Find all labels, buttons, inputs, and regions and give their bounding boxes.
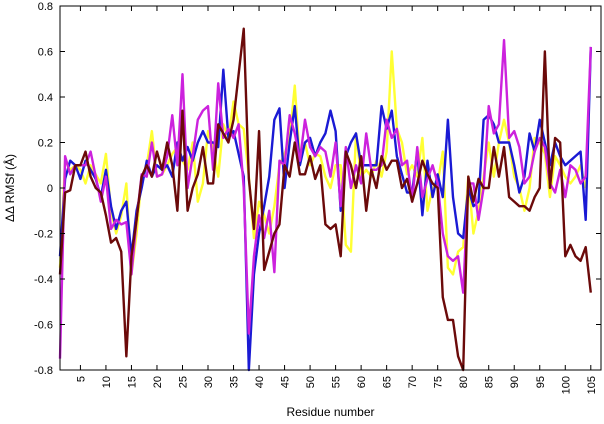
x-tick-label: 60 xyxy=(356,376,368,388)
x-tick-label: 35 xyxy=(229,376,241,388)
x-tick-label: 80 xyxy=(458,376,470,388)
ticks-layer: -0.8 -0.6 -0.4 -0.2 0 0.2 0.4 0.6 0.8 5 10 15 20 25 30… xyxy=(34,1,601,394)
y-tick-label: -0.2 xyxy=(34,229,53,241)
x-tick-label: 10 xyxy=(101,376,113,388)
y-axis-title: ΔΔ RMSf (Å) xyxy=(2,154,17,222)
x-tick-label: 50 xyxy=(305,376,317,388)
y-tick-label: 0.2 xyxy=(38,138,53,150)
series-layer xyxy=(58,27,592,372)
y-tick-label: 0.4 xyxy=(38,92,53,104)
series-line-1 xyxy=(58,50,587,276)
x-tick-label: 40 xyxy=(254,376,266,388)
y-tick-label: 0.8 xyxy=(38,1,53,13)
x-tick-label: 25 xyxy=(177,376,189,388)
x-tick-label: 65 xyxy=(382,376,394,388)
y-tick-label: 0 xyxy=(47,183,53,195)
x-axis-title: Residue number xyxy=(286,405,374,419)
x-tick-label: 90 xyxy=(509,376,521,388)
x-tick-label: 85 xyxy=(484,376,496,388)
y-tick-label: -0.6 xyxy=(34,320,53,332)
series-line-4 xyxy=(58,27,592,372)
x-tick-label: 5 xyxy=(75,376,87,382)
x-tick-label: 70 xyxy=(407,376,419,388)
x-tick-label: 55 xyxy=(331,376,343,388)
y-tick-label: -0.4 xyxy=(34,274,53,286)
x-tick-label: 20 xyxy=(152,376,164,388)
x-tick-label: 15 xyxy=(126,376,138,388)
y-tick-label: 0.6 xyxy=(38,47,53,59)
x-tick-label: 45 xyxy=(280,376,292,388)
y-tick-label: -0.8 xyxy=(34,365,53,377)
x-tick-label: 95 xyxy=(535,376,547,388)
x-tick-label: 100 xyxy=(560,376,572,394)
x-tick-label: 105 xyxy=(586,376,598,394)
series-line-3 xyxy=(58,38,592,359)
x-tick-label: 75 xyxy=(433,376,445,388)
x-tick-label: 30 xyxy=(203,376,215,388)
